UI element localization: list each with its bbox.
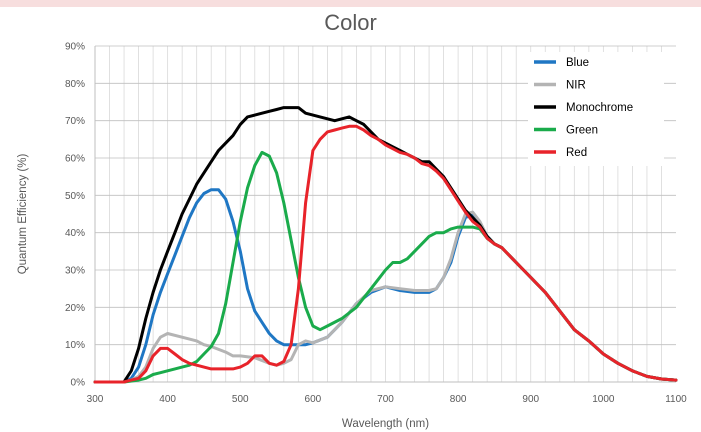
legend-label-green: Green: [566, 125, 598, 137]
x-tick-label: 400: [159, 394, 176, 405]
x-tick-label: 300: [87, 394, 104, 405]
x-tick-label: 800: [450, 394, 467, 405]
y-tick-label: 40%: [65, 228, 85, 239]
legend-box: [528, 52, 664, 166]
legend: Blue NIR Monochrome Green Red: [528, 52, 664, 166]
x-tick-label: 1100: [665, 394, 687, 405]
x-tick-label: 600: [305, 394, 322, 405]
y-axis-label: Quantum Efficiency (%): [17, 154, 29, 275]
y-tick-label: 20%: [65, 303, 85, 314]
top-band: [0, 0, 701, 7]
y-tick-label: 60%: [65, 154, 85, 165]
x-tick-label: 500: [232, 394, 249, 405]
x-tick-label: 900: [522, 394, 539, 405]
grid: [95, 45, 676, 383]
y-tick-label: 90%: [65, 42, 85, 53]
legend-label-monochrome: Monochrome: [566, 102, 633, 114]
chart-title: Color: [324, 10, 377, 35]
series-line-red: [93, 124, 678, 384]
y-tick-label: 30%: [65, 266, 85, 277]
y-tick-label: 0%: [71, 378, 86, 389]
y-tick-label: 50%: [65, 191, 85, 202]
legend-label-blue: Blue: [566, 57, 589, 69]
y-tick-label: 80%: [65, 79, 85, 90]
legend-label-nir: NIR: [566, 80, 586, 92]
legend-label-red: Red: [566, 147, 587, 159]
x-axis-label: Wavelength (nm): [342, 418, 429, 430]
axes: 0% 10% 20% 30% 40% 50% 60% 70% 80% 90% 300 400 500 60…: [65, 42, 687, 406]
series-lines: [93, 106, 678, 384]
y-tick-label: 70%: [65, 116, 85, 127]
x-tick-label: 700: [377, 394, 394, 405]
y-tick-label: 10%: [65, 340, 85, 351]
x-tick-label: 1000: [592, 394, 615, 405]
